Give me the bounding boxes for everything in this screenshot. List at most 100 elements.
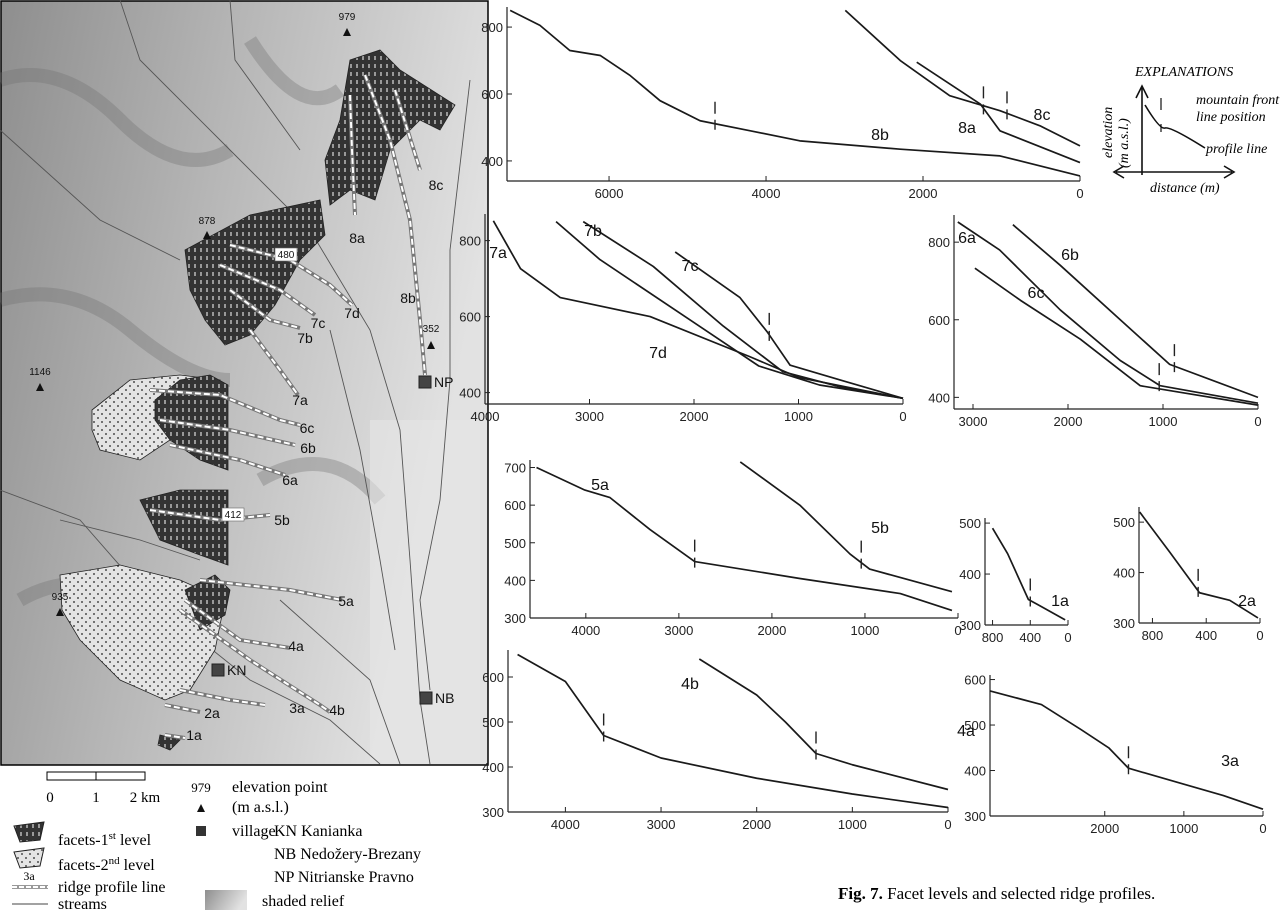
- y-tick-label: 400: [964, 764, 986, 779]
- profile-chart: 40060080030002000100006a6b6c: [928, 215, 1261, 429]
- legend-text: facets-2: [58, 857, 109, 874]
- legend-sample: 979: [191, 780, 211, 795]
- legend-text: ridge profile line: [58, 879, 166, 896]
- legend-text: facets-1st level: [58, 830, 152, 849]
- ridge-label: 7c: [311, 315, 326, 331]
- elevation-label: 878: [199, 216, 216, 227]
- legend-text: nd: [109, 855, 121, 867]
- ridge-label: 7d: [344, 305, 360, 321]
- y-tick-label: 700: [504, 461, 526, 476]
- profile-chart: 40060080060004000200008a8b8c: [481, 7, 1083, 201]
- ridge-label: 6b: [300, 440, 316, 456]
- profile-line: [518, 655, 948, 808]
- x-tick-label: 0: [944, 817, 951, 832]
- village: [420, 692, 432, 704]
- map: [0, 0, 488, 765]
- y-tick-label: 400: [1113, 566, 1135, 581]
- elevation-label: 1146: [29, 367, 51, 378]
- village: [419, 376, 431, 388]
- y-tick-label: 500: [1113, 515, 1135, 530]
- ridge-label: 8b: [400, 290, 416, 306]
- ridge-label: 1a: [186, 727, 202, 743]
- series-label: 8b: [871, 127, 889, 144]
- x-tick-label: 1000: [850, 623, 879, 638]
- x-tick-label: 0: [899, 409, 906, 424]
- x-tick-label: 2000: [757, 623, 786, 638]
- profile-line: [699, 659, 948, 790]
- y-tick-label: 400: [481, 154, 503, 169]
- x-tick-label: 2000: [1090, 821, 1119, 836]
- village: [212, 664, 224, 676]
- scale-label: 1: [92, 790, 100, 806]
- series-label: 8a: [958, 120, 976, 137]
- y-tick-label: 300: [1113, 616, 1135, 631]
- triangle-icon: [197, 804, 205, 812]
- profile-line: [1013, 225, 1258, 398]
- ridge-label: 4a: [288, 638, 304, 654]
- caption-label: Fig. 7.: [838, 884, 883, 903]
- x-tick-label: 2000: [909, 186, 938, 201]
- series-label: 7c: [682, 258, 699, 275]
- y-tick-label: 400: [504, 573, 526, 588]
- village-label: NB: [435, 690, 454, 706]
- x-tick-label: 1000: [1169, 821, 1198, 836]
- legend-text: facets-1: [58, 832, 109, 849]
- profile-line: [583, 222, 903, 399]
- x-tick-label: 3000: [664, 623, 693, 638]
- profile-line: [556, 222, 903, 399]
- profile-line: [510, 10, 1080, 176]
- legend-text: shaded relief: [262, 893, 345, 910]
- x-tick-label: 4000: [571, 623, 600, 638]
- figure: 0 1 2 km 979 elevation point (m a.s.l.) …: [0, 0, 1284, 911]
- ridge-label: 2a: [204, 705, 220, 721]
- series-label: 4b: [681, 676, 699, 693]
- x-tick-label: 2000: [742, 817, 771, 832]
- series-label: 8c: [1034, 107, 1051, 124]
- profile-line: [958, 222, 1258, 403]
- ridge-label: 8c: [429, 177, 444, 193]
- x-tick-label: 0: [1064, 630, 1071, 645]
- x-tick-label: 1000: [1149, 414, 1178, 429]
- ridge-label: 5b: [274, 512, 290, 528]
- profile-line: [917, 62, 1080, 162]
- profile-chart: 30040050080040002a: [1113, 507, 1263, 643]
- y-tick-label: 600: [964, 673, 986, 688]
- scale-label: 2 km: [130, 790, 161, 806]
- legend-text: facets-2nd level: [58, 855, 155, 874]
- ridge-label: 5a: [338, 593, 354, 609]
- x-tick-label: 400: [1019, 630, 1041, 645]
- explanation-text: distance (m): [1150, 181, 1220, 196]
- legend-sample: 3a: [23, 869, 35, 883]
- y-tick-label: 400: [959, 567, 981, 582]
- legend-text: NB Nedožery-Brezany: [274, 846, 421, 863]
- x-tick-label: 3000: [647, 817, 676, 832]
- y-tick-label: 500: [959, 516, 981, 531]
- ridge-label: 7a: [292, 392, 308, 408]
- caption-text: Facet levels and selected ridge profiles…: [883, 884, 1155, 903]
- y-tick-label: 400: [928, 390, 950, 405]
- series-label: 1a: [1051, 593, 1069, 610]
- y-tick-label: 500: [964, 718, 986, 733]
- ridge-label: 7b: [297, 330, 313, 346]
- x-tick-label: 0: [1076, 186, 1083, 201]
- explanations: EXPLANATIONS mountain front line positio…: [1101, 65, 1280, 196]
- explanation-text: elevation: [1101, 107, 1116, 158]
- legend-text: KN Kanianka: [274, 823, 362, 840]
- x-tick-label: 0: [1256, 628, 1263, 643]
- y-tick-label: 500: [482, 715, 504, 730]
- caption: Fig. 7. Facet levels and selected ridge …: [838, 884, 1155, 903]
- elevation-label: 412: [225, 510, 242, 521]
- y-tick-label: 400: [459, 386, 481, 401]
- y-tick-label: 600: [481, 87, 503, 102]
- y-tick-label: 500: [504, 536, 526, 551]
- y-tick-label: 600: [504, 498, 526, 513]
- y-tick-label: 400: [482, 760, 504, 775]
- profile-line: [975, 268, 1258, 405]
- legend-text: elevation point: [232, 779, 328, 796]
- profile-line: [740, 462, 952, 592]
- ridge-label: 8a: [349, 230, 365, 246]
- scale-label: 0: [46, 790, 54, 806]
